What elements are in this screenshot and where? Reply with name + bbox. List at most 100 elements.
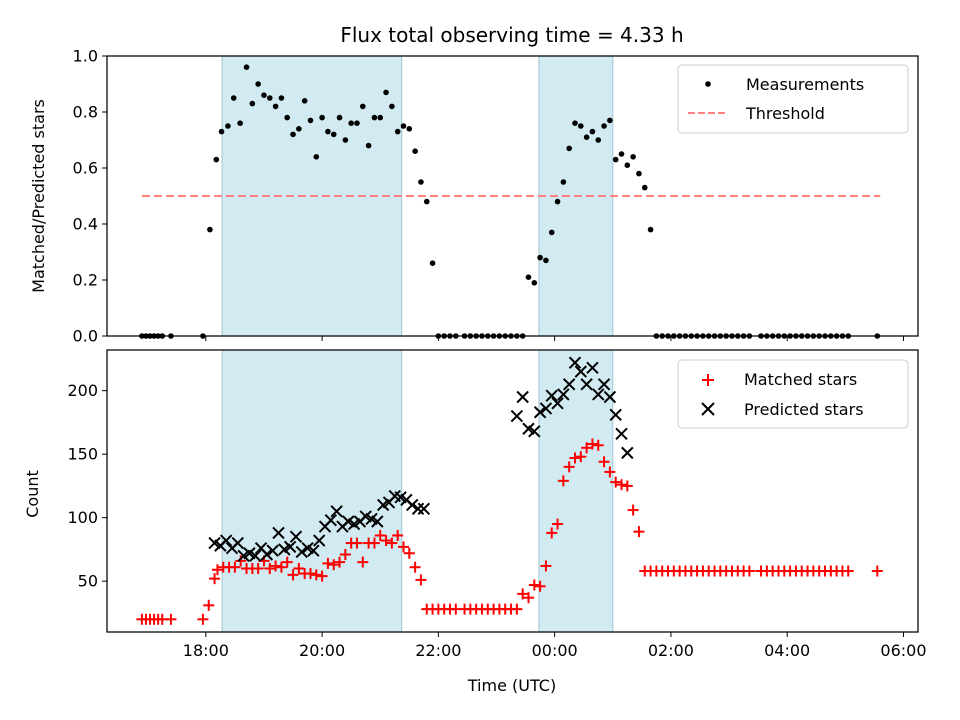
predicted-star-point	[417, 502, 431, 515]
measurement-point	[612, 156, 619, 163]
measurement-point	[237, 120, 243, 126]
measurement-point	[342, 137, 349, 143]
predicted-star-point	[597, 378, 611, 391]
matched-star-point	[633, 526, 645, 538]
matched-star-point	[270, 560, 282, 572]
x-tick-label: 02:00	[648, 641, 694, 660]
measurement-point	[365, 142, 372, 149]
measurement-point	[319, 114, 325, 121]
x-tick-label: 00:00	[532, 641, 578, 660]
matched-star-point	[528, 579, 540, 591]
legend-matched-marker	[702, 374, 714, 386]
measurement-point	[336, 114, 343, 121]
measurement-point	[307, 117, 314, 124]
predicted-star-point	[615, 427, 628, 441]
x-axis-label: Time (UTC)	[467, 676, 556, 695]
predicted-star-point	[574, 365, 588, 378]
matched-star-point	[621, 480, 633, 492]
measurement-point	[412, 148, 418, 154]
bottom-axes-frame	[106, 349, 919, 633]
y-tick-label: 0.2	[73, 271, 98, 290]
matched-star-point	[211, 564, 223, 576]
predicted-star-point	[289, 530, 303, 543]
ratio-panel: 0.0 0.2 0.4 0.6 0.8 1.0 Matched/Predicted sta…	[29, 47, 919, 346]
y-tick-label: 1.0	[73, 47, 98, 66]
top-x-ticks	[205, 336, 904, 341]
measurement-point	[218, 128, 225, 135]
matched-star-point	[511, 603, 523, 615]
measurement-point	[406, 126, 413, 132]
matched-star-point	[264, 562, 276, 574]
measurement-point	[284, 114, 291, 121]
top-y-axis-label: Matched/Predicted stars	[29, 99, 48, 293]
matched-star-point	[552, 518, 564, 530]
predicted-star-point	[533, 406, 547, 419]
matched-star-point	[368, 537, 380, 549]
measurement-point	[578, 123, 584, 129]
y-tick-label: 50	[78, 572, 98, 591]
matched-star-point	[616, 479, 628, 491]
measurement-point	[383, 89, 389, 96]
matched-star-point	[534, 580, 546, 592]
measurement-point	[359, 103, 366, 110]
matched-star-point	[209, 573, 221, 585]
predicted-star-point	[272, 526, 285, 540]
measurement-point	[607, 117, 613, 124]
measurement-point	[389, 103, 395, 110]
matched-star-point	[871, 565, 883, 577]
predicted-star-point	[621, 446, 634, 460]
measurement-point	[301, 98, 308, 104]
matched-star-point	[203, 599, 215, 611]
matched-star-point	[569, 452, 581, 464]
measurement-point	[394, 128, 401, 135]
matched-star-point	[310, 569, 322, 581]
matched-star-point	[351, 537, 363, 549]
matched-star-point	[409, 561, 421, 573]
matched-star-point	[304, 568, 316, 580]
matched-star-point	[592, 439, 604, 451]
matched-star-point	[380, 535, 392, 547]
predicted-star-point	[330, 505, 343, 518]
y-tick-label: 0.4	[73, 215, 98, 234]
measurement-point	[371, 114, 378, 121]
matched-star-point	[540, 560, 552, 572]
measurement-point	[525, 274, 532, 281]
bottom-y-ticks: 50 100 150 200	[67, 381, 107, 591]
predicted-star-point	[603, 390, 617, 404]
measurement-point	[261, 92, 267, 98]
measurement-point	[272, 103, 279, 110]
predicted-stars-points	[208, 356, 634, 562]
matched-star-point	[287, 569, 299, 581]
top-legend: Measurements Threshold	[677, 64, 909, 134]
measurement-point	[548, 229, 555, 236]
measurement-point	[624, 162, 631, 168]
measurement-point	[572, 120, 578, 126]
matched-star-point	[328, 559, 340, 571]
measurement-point	[354, 120, 360, 126]
predicted-star-point	[510, 409, 524, 423]
measurement-point	[249, 100, 256, 107]
legend-predicted-label: Predicted stars	[744, 400, 864, 419]
matched-star-point	[610, 476, 622, 488]
measurement-point	[225, 123, 231, 129]
predicted-star-point	[260, 548, 274, 561]
top-y-ticks: 0.0 0.2 0.4 0.6 0.8 1.0	[73, 47, 107, 346]
measurement-point	[418, 179, 424, 185]
measurement-point	[560, 179, 567, 185]
measurement-point	[595, 137, 602, 143]
y-tick-label: 0.8	[73, 103, 98, 122]
matched-star-point	[281, 556, 293, 568]
legend-measurements-marker	[705, 81, 711, 87]
measurement-point	[296, 126, 302, 132]
y-tick-label: 150	[67, 445, 98, 464]
bottom-legend-box	[677, 359, 909, 429]
matched-star-point	[575, 451, 587, 463]
matched-star-point	[842, 565, 854, 577]
measurement-point	[423, 198, 430, 205]
bottom-x-ticks: 18:00 20:00 22:00 00:00 02:00 04:00 06:00	[183, 632, 927, 660]
measurement-point	[636, 170, 642, 177]
measurement-point	[207, 226, 213, 233]
predicted-star-point	[562, 378, 576, 391]
legend-threshold-label: Threshold	[745, 104, 825, 123]
predicted-star-point	[219, 534, 233, 547]
